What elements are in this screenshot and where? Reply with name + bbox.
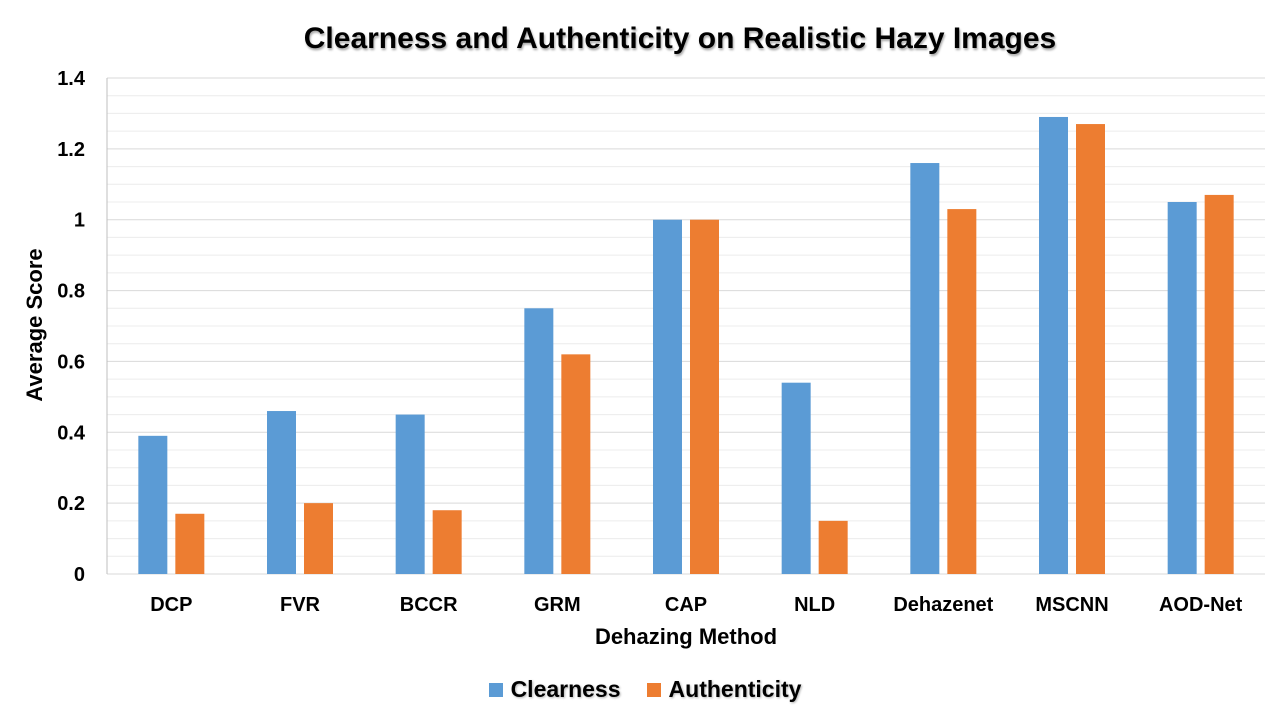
chart-title: Clearness and Authenticity on Realistic …: [303, 22, 1057, 55]
y-tick-label: 0.6: [57, 351, 85, 373]
x-axis-label: Dehazing Method: [594, 624, 778, 649]
y-tick-label: 1.2: [57, 139, 85, 161]
y-tick-label: 0.4: [57, 422, 86, 444]
bar-clearness-dehazenet: [910, 163, 940, 574]
x-tick-label: FVR: [280, 594, 321, 616]
x-tick-label: Dehazenet: [893, 594, 993, 616]
x-tick-label: CAP: [665, 594, 707, 616]
legend: Clearness Authenticity: [0, 676, 1280, 703]
bar-clearness-aod-net: [1167, 202, 1197, 574]
bar-clearness-fvr: [267, 411, 296, 574]
legend-label-authenticity: Authenticity: [668, 676, 802, 702]
x-tick-label: GRM: [534, 594, 581, 616]
legend-swatch-authenticity: [646, 682, 661, 697]
bar-authenticity-aod-net: [1204, 194, 1234, 574]
bar-clearness-mscnn: [1039, 116, 1068, 574]
bar-authenticity-mscnn: [1076, 124, 1105, 575]
y-axis-label: Average Score: [22, 248, 47, 402]
legend-swatch-clearness: [488, 682, 503, 697]
y-tick-label: 0.2: [57, 493, 85, 515]
x-tick-label: BCCR: [400, 594, 458, 616]
bar-authenticity-bccr: [432, 510, 462, 574]
legend-item-authenticity: Authenticity: [646, 676, 802, 703]
bar-clearness-dcp: [138, 435, 168, 574]
x-tick-label: NLD: [794, 594, 835, 616]
y-tick-label: 0.8: [57, 281, 85, 303]
legend-item-clearness: Clearness: [488, 676, 621, 703]
x-tick-label: DCP: [150, 594, 192, 616]
bar-clearness-grm: [524, 308, 554, 574]
x-tick-label: MSCNN: [1035, 594, 1108, 616]
bar-authenticity-grm: [561, 354, 591, 574]
bar-clearness-bccr: [395, 414, 425, 574]
x-tick-label: AOD-Net: [1159, 594, 1243, 616]
bar-authenticity-cap: [690, 219, 719, 574]
legend-label-clearness: Clearness: [510, 676, 621, 702]
bar-clearness-cap: [653, 219, 682, 574]
bar-authenticity-dehazenet: [947, 209, 977, 575]
y-tick-label: 0: [74, 564, 85, 586]
bar-authenticity-dcp: [175, 513, 205, 574]
bar-clearness-nld: [781, 382, 811, 574]
bar-authenticity-nld: [818, 520, 848, 574]
bar-authenticity-fvr: [304, 503, 333, 574]
y-tick-label: 1: [74, 210, 85, 232]
y-tick-label: 1.4: [57, 68, 86, 90]
